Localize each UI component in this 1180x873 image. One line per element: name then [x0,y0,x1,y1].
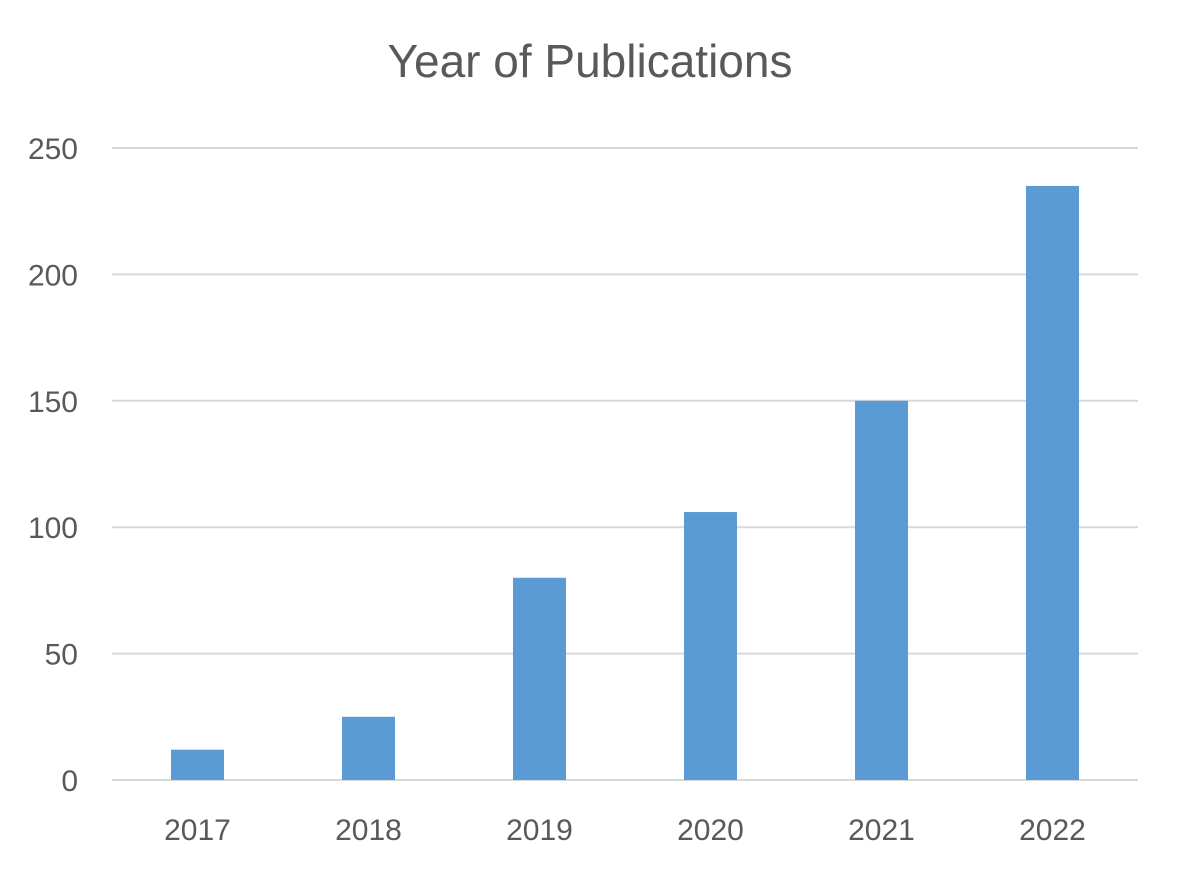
y-tick-label: 0 [61,765,78,798]
bars [171,185,1079,781]
x-tick-label: 2018 [335,814,402,847]
y-tick-label: 50 [45,639,78,672]
bar-2018 [342,716,395,780]
y-tick-label: 250 [28,133,78,166]
y-axis-ticks: 0 50 100 150 200 250 [28,133,78,798]
y-tick-label: 100 [28,512,78,545]
x-tick-label: 2019 [506,814,573,847]
bar-2019 [513,577,566,780]
gridlines [112,147,1138,781]
bar-2021 [855,400,908,780]
chart-title: Year of Publications [387,35,793,87]
x-tick-label: 2020 [677,814,744,847]
x-axis-ticks: 2017 2018 2019 2020 2021 2022 [164,814,1086,847]
x-tick-label: 2022 [1019,814,1086,847]
bar-2020 [684,512,737,780]
x-tick-label: 2021 [848,814,915,847]
x-tick-label: 2017 [164,814,231,847]
bar-2022 [1026,185,1079,781]
bar-2017 [171,749,224,780]
y-tick-label: 150 [28,386,78,419]
y-tick-label: 200 [28,259,78,292]
